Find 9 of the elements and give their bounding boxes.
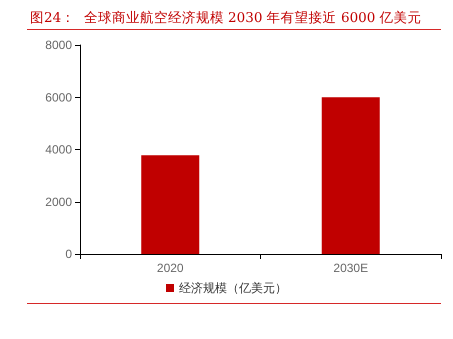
x-tick-label: 2030E xyxy=(333,261,368,275)
y-tick-label: 8000 xyxy=(45,38,72,52)
y-tick-label: 4000 xyxy=(45,142,72,156)
x-tick-label: 2020 xyxy=(156,261,184,275)
y-tick-label: 6000 xyxy=(45,90,72,104)
legend-label: 经济规模（亿美元） xyxy=(179,281,287,295)
y-tick-label: 0 xyxy=(65,247,72,261)
chart-title: 图24： 全球商业航空经济规模 2030 年有望接近 6000 亿美元 xyxy=(30,10,422,26)
y-tick-label: 2000 xyxy=(45,194,72,209)
